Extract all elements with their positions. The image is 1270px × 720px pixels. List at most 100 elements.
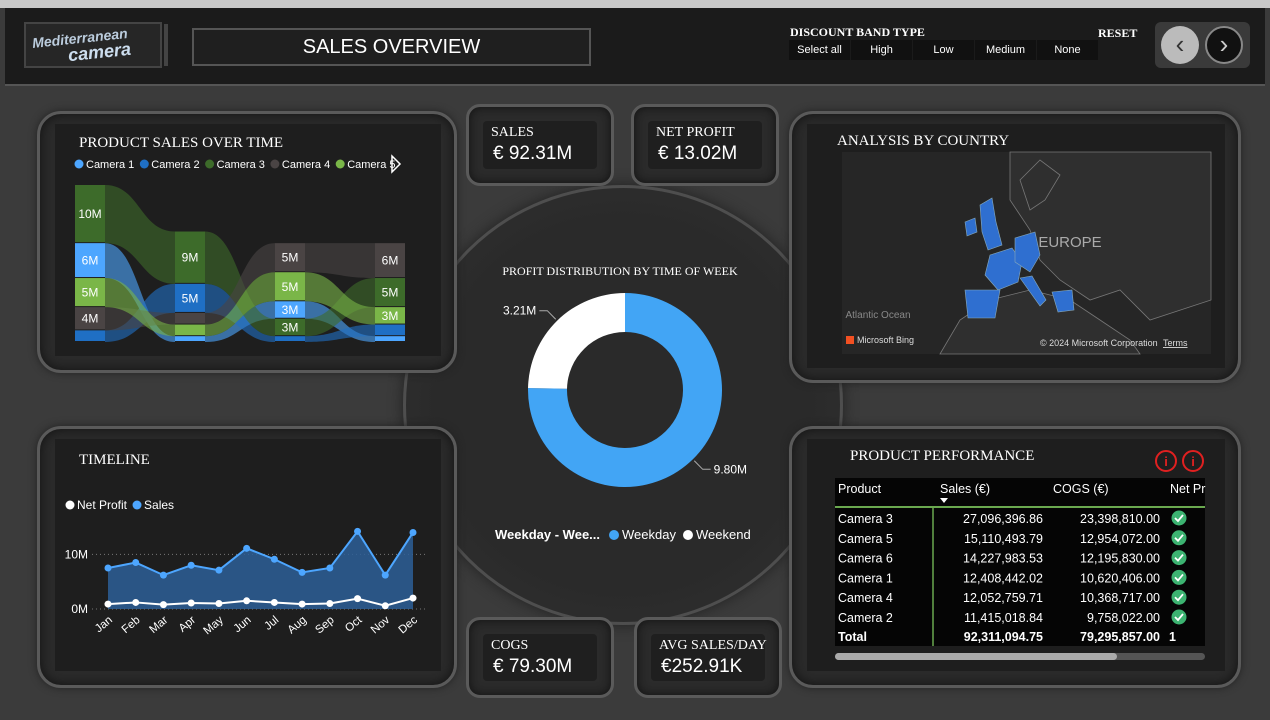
area <box>108 531 413 609</box>
ribbon-column <box>175 336 205 341</box>
kpi-label: NET PROFIT <box>656 125 735 140</box>
slicer-option[interactable]: None <box>1037 40 1098 60</box>
ribbon-column <box>375 324 405 336</box>
kpi-card: SALES € 92.31M <box>466 104 614 186</box>
ribbon-column <box>75 278 105 307</box>
slicer-option[interactable]: Low <box>913 40 974 60</box>
y-tick-label: 10M <box>65 547 88 561</box>
table-total: Total <box>838 630 867 644</box>
info-icon[interactable] <box>1155 450 1177 472</box>
status-icon <box>1174 534 1184 543</box>
table-cell: 12,195,830.00 <box>1080 552 1160 566</box>
point <box>381 602 389 610</box>
map-terms[interactable]: Terms <box>1163 338 1188 348</box>
table-cell: Camera 4 <box>838 591 893 605</box>
leader-line <box>693 460 711 470</box>
data-label: 5M <box>182 291 199 305</box>
nav-back[interactable]: ‹ <box>1161 26 1199 64</box>
ribbon-column <box>75 185 105 243</box>
ribbon <box>105 278 175 337</box>
column-header: Product <box>838 482 882 496</box>
legend-more[interactable] <box>391 154 402 174</box>
point <box>409 594 417 602</box>
point <box>132 559 140 567</box>
bing-logo <box>846 336 854 344</box>
data-label: 3M <box>382 309 399 323</box>
y-tick-label: 0M <box>71 602 88 616</box>
slicer-title: DISCOUNT BAND TYPE <box>790 25 925 39</box>
ribbon <box>305 243 375 279</box>
ribbon <box>205 272 275 337</box>
info-icon: i <box>1164 454 1168 469</box>
table-title: PRODUCT PERFORMANCE <box>850 448 1034 464</box>
point <box>298 568 306 576</box>
data-label: 3.21M <box>503 304 536 318</box>
info-icon: i <box>1191 454 1195 469</box>
table-cell: Camera 1 <box>838 571 893 585</box>
legend-label: Camera 2 <box>151 159 199 171</box>
divider <box>164 24 168 66</box>
top-strip <box>0 0 1270 8</box>
table-cell: 23,398,810.00 <box>1080 512 1160 526</box>
ribbon-column <box>275 301 305 318</box>
info-icon[interactable] <box>1182 450 1204 472</box>
ribbon-column <box>375 278 405 307</box>
data-label: 6M <box>82 254 99 268</box>
kpi-value: € 79.30M <box>493 656 573 677</box>
point <box>132 598 140 606</box>
ribbon-column <box>275 243 305 272</box>
ribbon-column <box>375 307 405 324</box>
ribbon <box>205 243 275 325</box>
kpi-value: € 92.31M <box>493 143 573 164</box>
ribbon-column <box>275 272 305 301</box>
kpi-value: €252.91K <box>661 656 743 677</box>
nav-forward[interactable]: › <box>1205 26 1243 64</box>
map-label: Atlantic Ocean <box>845 310 910 321</box>
status-icon <box>1174 554 1184 562</box>
map-provider: Microsoft Bing <box>857 335 914 345</box>
point <box>215 566 223 574</box>
status-icon <box>1171 589 1187 605</box>
ribbon-column <box>75 243 105 278</box>
point <box>243 597 251 605</box>
ribbon-column <box>375 336 405 341</box>
table-cell: 12,408,442.02 <box>963 571 1043 585</box>
status-icon <box>1174 593 1184 602</box>
data-label: 9.80M <box>714 462 747 476</box>
map-label: EUROPE <box>1038 234 1101 251</box>
point <box>354 595 362 603</box>
legend-label: Camera 3 <box>217 159 265 171</box>
slicer-option[interactable]: Select all <box>789 40 850 60</box>
point <box>215 600 223 608</box>
legend-label: Weekday <box>622 527 676 542</box>
donut-backdrop <box>403 185 843 625</box>
legend-swatch <box>205 159 215 169</box>
ribbon-column <box>175 312 205 324</box>
table-cell: 12,052,759.71 <box>963 591 1043 605</box>
logo: Mediterranean camera <box>24 22 162 68</box>
slicer-option[interactable]: Medium <box>975 40 1036 60</box>
table-cell: Camera 3 <box>838 512 893 526</box>
ribbon <box>305 324 375 342</box>
page-title: SALES OVERVIEW <box>192 28 591 66</box>
kpi-card: COGS € 79.30M <box>466 617 614 698</box>
donut-slice <box>528 293 625 389</box>
status-icon <box>1171 530 1187 546</box>
table-total: 92,311,094.75 <box>964 630 1043 644</box>
kpi-card: AVG SALES/DAY €252.91K <box>634 617 782 698</box>
scrollbar-thumb[interactable] <box>835 653 1117 660</box>
table-cell: 10,620,406.00 <box>1080 571 1160 585</box>
status-icon <box>1171 550 1187 566</box>
ribbon-column <box>175 283 205 312</box>
legend-title: Weekday - Wee... <box>495 527 600 542</box>
legend-swatch <box>65 500 75 510</box>
point <box>381 571 389 579</box>
point <box>326 600 334 608</box>
slicer-option[interactable]: High <box>851 40 912 60</box>
point <box>409 528 417 536</box>
table-cell: 9,758,022.00 <box>1087 611 1160 625</box>
chart-title: PROFIT DISTRIBUTION BY TIME OF WEEK <box>502 264 738 278</box>
table-cell: 15,110,493.79 <box>964 532 1043 546</box>
reset-button[interactable]: RESET <box>1098 26 1138 40</box>
table-cell: 27,096,396.86 <box>963 512 1043 526</box>
